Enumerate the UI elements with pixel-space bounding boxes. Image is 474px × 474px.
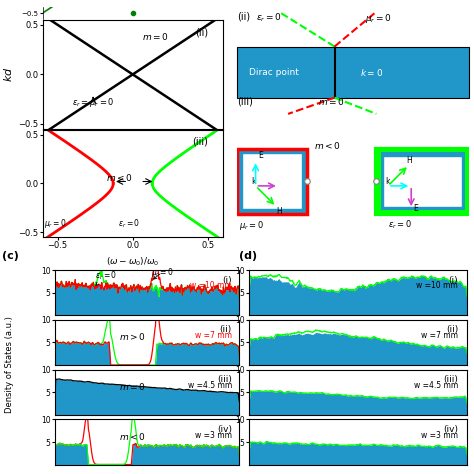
Text: $\mu_r = 0$: $\mu_r = 0$ — [151, 266, 174, 279]
Text: (iii): (iii) — [443, 375, 458, 384]
Text: $\varepsilon_r = 0$: $\varepsilon_r = 0$ — [255, 12, 282, 24]
Text: (iv): (iv) — [217, 425, 232, 434]
Text: E: E — [413, 204, 418, 213]
Text: w =4.5 mm: w =4.5 mm — [188, 381, 232, 390]
Text: Dirac point: Dirac point — [248, 68, 299, 77]
Text: $m < 0$: $m < 0$ — [314, 140, 341, 151]
Text: H: H — [407, 155, 412, 164]
Bar — [381, 152, 465, 210]
Text: $m < 0$: $m < 0$ — [106, 172, 133, 183]
Text: (d): (d) — [239, 251, 257, 261]
Text: E: E — [258, 151, 263, 160]
Text: $k = 0$: $k = 0$ — [360, 66, 383, 78]
Text: w =10 mm: w =10 mm — [417, 281, 458, 290]
Text: (iii): (iii) — [237, 97, 253, 107]
Text: $m = 0$: $m = 0$ — [319, 96, 345, 107]
Text: w =7 mm: w =7 mm — [421, 331, 458, 340]
Text: w =4.5 mm: w =4.5 mm — [414, 381, 458, 390]
Text: $m > 0$: $m > 0$ — [119, 331, 146, 342]
Text: (ii): (ii) — [237, 12, 250, 22]
Text: $m = 0$: $m = 0$ — [119, 381, 146, 392]
Text: (ii): (ii) — [220, 325, 232, 334]
Text: w =10 mm: w =10 mm — [190, 281, 232, 290]
Text: $\mu_r = 0$: $\mu_r = 0$ — [365, 12, 392, 25]
Text: w =3 mm: w =3 mm — [195, 430, 232, 439]
Bar — [237, 46, 469, 98]
Text: (c): (c) — [2, 251, 19, 261]
Bar — [383, 155, 462, 207]
Text: $\varepsilon_r = 0$: $\varepsilon_r = 0$ — [388, 219, 412, 231]
Text: $\varepsilon_r = \mu_r = 0$: $\varepsilon_r = \mu_r = 0$ — [72, 96, 114, 109]
Text: (iii): (iii) — [192, 137, 209, 147]
Text: (iii): (iii) — [217, 375, 232, 384]
Text: w =3 mm: w =3 mm — [421, 430, 458, 439]
Text: k: k — [386, 177, 390, 186]
Text: $kd$: $kd$ — [2, 67, 14, 82]
Bar — [242, 154, 302, 209]
Text: $\mu_r = 0$: $\mu_r = 0$ — [239, 219, 264, 232]
Text: k: k — [251, 177, 255, 186]
Text: w =7 mm: w =7 mm — [195, 331, 232, 340]
Bar — [237, 149, 307, 214]
Text: $\varepsilon_r = 0$: $\varepsilon_r = 0$ — [95, 269, 118, 285]
Text: (i): (i) — [448, 275, 458, 284]
Text: (ii): (ii) — [195, 27, 209, 37]
Text: (ii): (ii) — [446, 325, 458, 334]
Text: Density of States (a.u.): Density of States (a.u.) — [5, 317, 14, 413]
Text: H: H — [276, 207, 282, 216]
Text: $\varepsilon_r = 0$: $\varepsilon_r = 0$ — [118, 217, 141, 230]
Bar — [376, 149, 469, 214]
X-axis label: $(\omega-\omega_0)/\omega_0$: $(\omega-\omega_0)/\omega_0$ — [106, 255, 160, 268]
Text: $\mu_r = 0$: $\mu_r = 0$ — [45, 217, 68, 230]
Text: $m = 0$: $m = 0$ — [142, 30, 169, 42]
Text: $m < 0$: $m < 0$ — [119, 431, 146, 442]
Text: (iv): (iv) — [443, 425, 458, 434]
Text: (i): (i) — [222, 275, 232, 284]
